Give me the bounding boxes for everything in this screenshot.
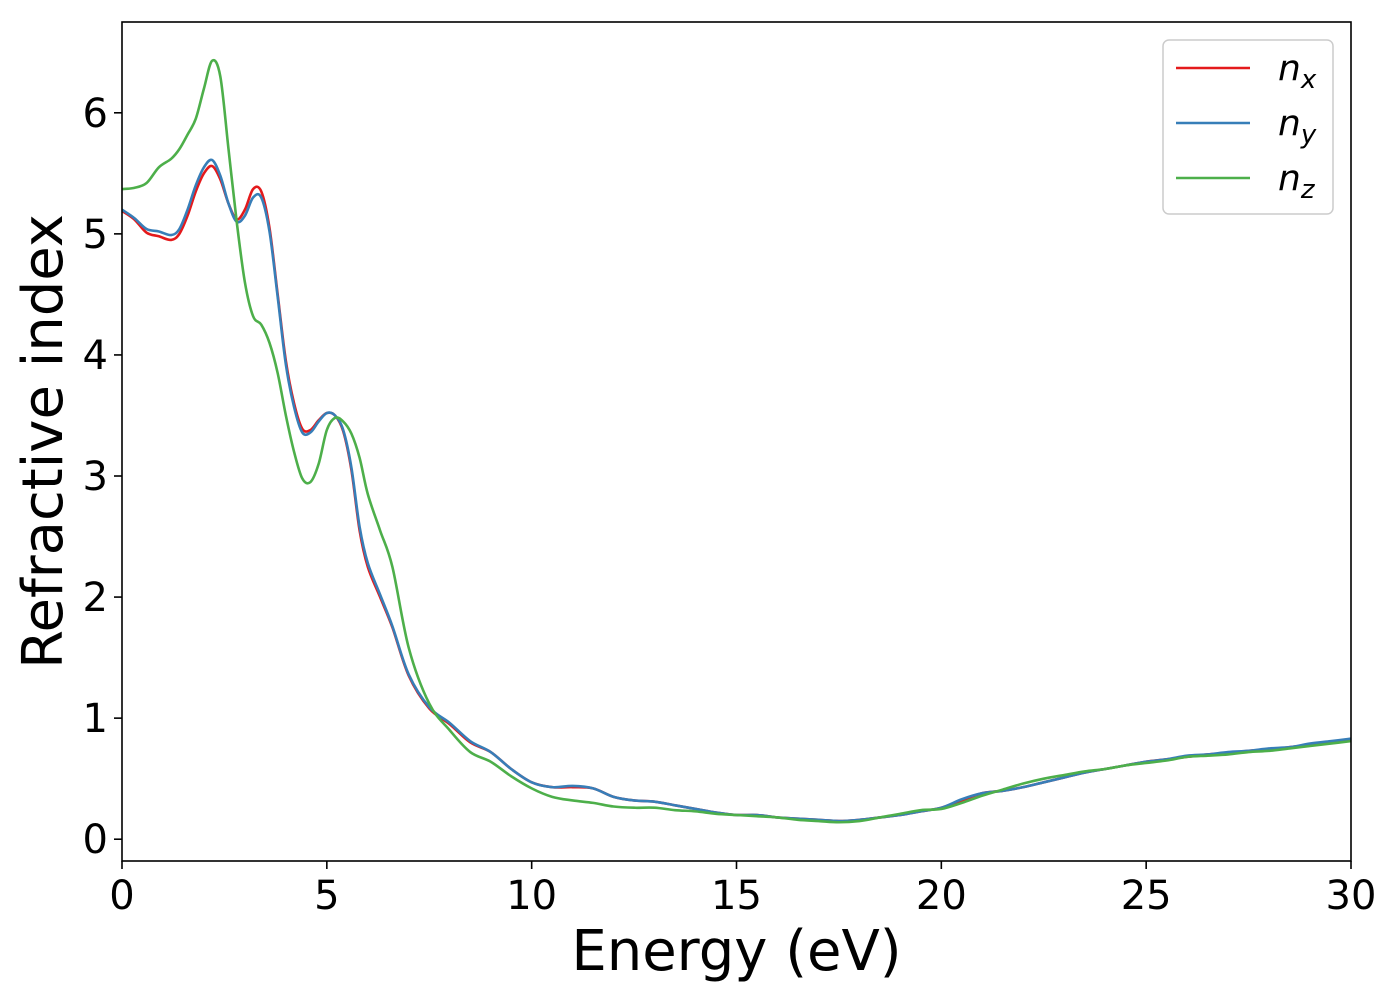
y-axis-title: Refractive index	[11, 214, 76, 669]
series-line-ny	[121, 158, 1352, 823]
legend-box	[1162, 39, 1334, 215]
legend: nx ny nz	[1162, 39, 1334, 215]
legend-label-ny: ny	[1278, 103, 1317, 150]
series-line-nx	[121, 164, 1352, 823]
legend-label-nz: nz	[1278, 158, 1316, 205]
x-tick-label: 0	[109, 873, 134, 919]
y-tick-label: 6	[83, 91, 108, 137]
tick-marks	[114, 112, 1352, 869]
y-tick-label: 1	[83, 696, 108, 742]
y-tick-label: 5	[83, 212, 108, 258]
plot-area-frame	[121, 21, 1352, 862]
x-tick-label: 20	[916, 873, 967, 919]
tick-labels: 0 5 10 15 20 25 30 0 1 2 3 4 5 6	[83, 91, 1377, 919]
x-tick-label: 10	[506, 873, 557, 919]
legend-label-nx: nx	[1278, 48, 1317, 95]
x-tick-label: 30	[1326, 873, 1377, 919]
x-tick-label: 5	[314, 873, 339, 919]
y-tick-label: 0	[83, 817, 108, 863]
x-tick-label: 15	[711, 873, 762, 919]
x-axis-title: Energy (eV)	[571, 919, 901, 984]
y-tick-label: 3	[83, 454, 108, 500]
y-tick-label: 2	[83, 575, 108, 621]
series-line-nz	[121, 58, 1352, 824]
y-tick-label: 4	[83, 333, 108, 379]
series-lines	[121, 58, 1352, 824]
x-tick-label: 25	[1121, 873, 1172, 919]
